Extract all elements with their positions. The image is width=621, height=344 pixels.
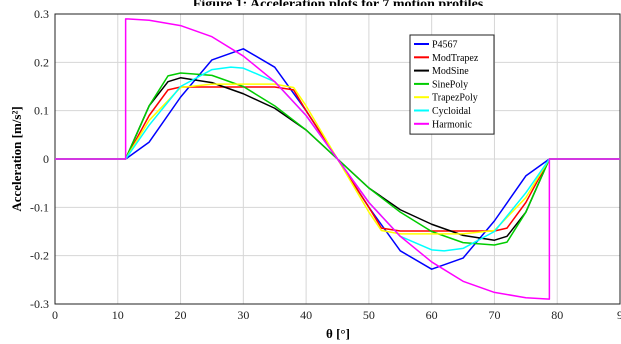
x-tick-label: 10	[112, 308, 124, 322]
y-tick-label: -0.2	[30, 249, 49, 263]
series-lines	[55, 18, 620, 300]
y-tick-label: -0.3	[30, 297, 49, 311]
x-tick-label: 80	[551, 308, 563, 322]
chart-title-group: Figure 1: Acceleration plots for 7 motio…	[193, 0, 484, 12]
y-tick-label: 0.1	[34, 104, 49, 118]
x-tick-label: 0	[52, 308, 58, 322]
x-tick-label: 40	[300, 308, 312, 322]
y-tick-label: 0.3	[34, 7, 49, 21]
x-axis-label: θ [°]	[326, 326, 350, 341]
legend-label: TrapezPoly	[432, 93, 478, 104]
x-tick-label: 30	[237, 308, 249, 322]
legend-label: Harmonic	[432, 119, 473, 130]
axis-ticks: 0 10 20 30 40 50 60 70 80 9 0.3 0.2 0.1 0 -0.1 -0.2 -0.3	[30, 7, 621, 322]
x-tick-label: 50	[363, 308, 375, 322]
y-axis-label: Acceleration [m/s²]	[9, 106, 24, 211]
series-line-harmonic	[55, 18, 620, 300]
legend: P4567 ModTrapez ModSine SinePoly TrapezPoly C…	[409, 34, 495, 135]
chart-title: Figure 1: Acceleration plots for 7 motio…	[193, 0, 484, 12]
legend-label: P4567	[432, 40, 458, 51]
legend-label: Cycloidal	[432, 106, 471, 117]
legend-label: SinePoly	[432, 79, 468, 90]
x-tick-label: 9	[617, 308, 621, 322]
x-tick-label: 60	[426, 308, 438, 322]
legend-label: ModSine	[432, 66, 469, 77]
legend-label: ModTrapez	[432, 53, 479, 64]
y-tick-label: 0.2	[34, 55, 49, 69]
x-tick-label: 70	[488, 308, 500, 322]
x-tick-label: 20	[175, 308, 187, 322]
y-tick-label: 0	[43, 152, 49, 166]
y-tick-label: -0.1	[30, 200, 49, 214]
